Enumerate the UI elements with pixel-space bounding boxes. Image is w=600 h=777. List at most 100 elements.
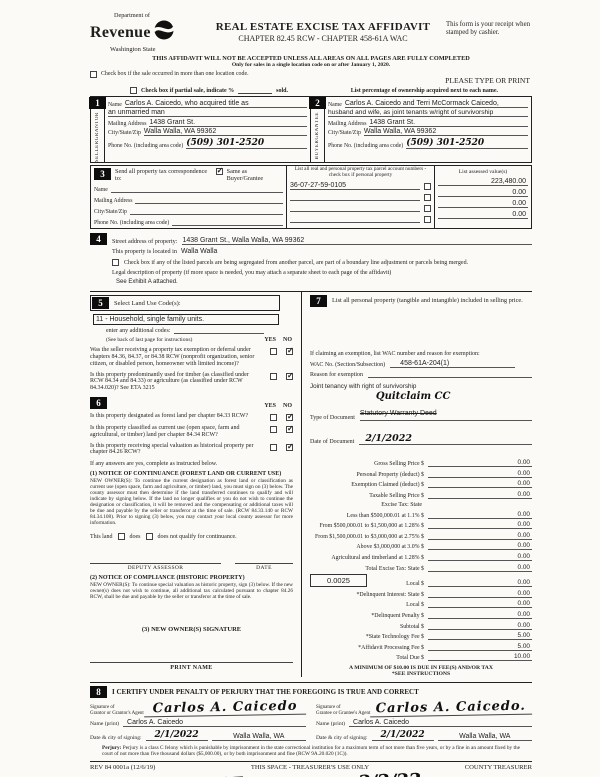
no-checkbox[interactable] — [286, 372, 294, 380]
yes-checkbox[interactable] — [270, 372, 277, 380]
buyer-phone-field[interactable]: (509) 301-2520 — [406, 138, 528, 149]
yes-checkbox[interactable] — [270, 426, 277, 433]
tax-row-value-field[interactable]: 0.00 — [428, 532, 532, 540]
tax-row-value-field[interactable]: 0.00 — [428, 491, 532, 499]
tax-row-value-field[interactable]: 0.00 — [428, 622, 532, 630]
additional-codes-field[interactable] — [174, 333, 265, 335]
assessed-value-field[interactable]: 0.00 — [438, 211, 528, 220]
wac-number-field[interactable]: 458-61A-204(1) — [390, 360, 516, 369]
located-in-field[interactable]: Walla Walla — [180, 248, 218, 256]
grantor-city-field[interactable]: Walla Walla, WA — [211, 733, 306, 742]
parcel-number-field[interactable] — [290, 221, 420, 223]
grantee-city-field[interactable]: Walla Walla, WA — [437, 733, 532, 742]
grantor-signature-field[interactable]: Carlos A. Caicedo — [143, 698, 307, 718]
partial-sale-percent-field[interactable] — [238, 93, 273, 94]
personal-property-checkbox[interactable] — [424, 204, 431, 212]
county-treasurer-label: COUNTY TREASURER — [464, 763, 532, 771]
parcel-number-field[interactable] — [290, 199, 420, 201]
no-checkbox[interactable] — [286, 443, 294, 451]
personal-property-checkbox[interactable] — [424, 182, 431, 190]
correspondence-row-field[interactable] — [135, 203, 283, 205]
parcel-number-field[interactable] — [290, 210, 420, 212]
no-checkbox[interactable] — [286, 413, 294, 421]
seller-name-field-line2[interactable]: an unmarried man — [108, 109, 307, 117]
tax-row-label: Gross Selling Price $ — [374, 461, 424, 468]
tax-row-value-field[interactable]: 0.00 — [428, 590, 532, 598]
seller-mailing-field[interactable]: 1438 Grant St. — [149, 119, 307, 127]
buyer-mailing-field[interactable]: 1438 Grant St. — [369, 119, 528, 127]
yes-checkbox[interactable] — [270, 414, 277, 421]
tax-row-value-field[interactable]: 0.00 — [428, 564, 532, 572]
street-address-field[interactable]: 1438 Grant St., Walla Walla, WA 99362 — [182, 237, 532, 246]
assessed-value-field[interactable]: 223,480.00 — [438, 178, 528, 187]
grantee-name-print-field[interactable]: Carlos A. Caicedo — [349, 719, 532, 728]
grantee-date-field[interactable]: 2/1/2022 — [371, 730, 434, 742]
correspondence-row: Phone No. (including area code) — [94, 215, 283, 227]
tax-row-value-field[interactable]: 0.00 — [428, 480, 532, 489]
grantee-date-city-label: Date & city of signing: — [316, 735, 368, 742]
type-of-document-field[interactable]: Quitclaim CC Statutory Warranty Deed — [359, 391, 532, 422]
assessor-date-line[interactable] — [235, 556, 293, 565]
assessed-value-rows: 223,480.00 0.00 0.00 0.00 — [438, 175, 528, 220]
buyer-mailing-label: Mailing Address — [328, 120, 367, 127]
print-name-line[interactable] — [90, 655, 293, 664]
no-checkbox[interactable] — [286, 425, 294, 433]
tax-row-value-field[interactable]: 5.00 — [428, 632, 532, 641]
legal-description-field[interactable]: See Exhibit A attached. — [116, 279, 178, 286]
partial-sale-label: Check box if partial sale, indicate % — [141, 88, 235, 94]
tax-row-value-field[interactable]: 5.00 — [428, 643, 532, 651]
tax-row-value-field[interactable]: 0.00 — [428, 600, 532, 609]
tax-row-value-field[interactable]: 0.00 — [428, 542, 532, 551]
land-use-code-field[interactable]: 11 - Household, single family units. — [93, 314, 279, 326]
date-of-document-field[interactable]: 2/1/2022 — [359, 433, 532, 446]
tax-row-value-field[interactable]: 0.00 — [428, 459, 532, 468]
tax-row-value-field[interactable]: 0.00 — [428, 521, 532, 530]
buyer-name-field-line2[interactable]: husband and wife, as joint tenants w/rig… — [328, 109, 528, 117]
seller-city-field[interactable]: Walla Walla, WA 99362 — [143, 128, 307, 136]
buyer-name-field[interactable]: Carlos A. Caicedo and Terri McCormack Ca… — [344, 100, 528, 108]
land-does-checkbox[interactable] — [117, 533, 125, 541]
exemption-note: If claiming an exemption, list WAC numbe… — [310, 351, 480, 358]
tax-row-value-field[interactable]: 0.00 — [428, 579, 532, 588]
correspondence-row-label: Mailing Address — [94, 198, 133, 205]
personal-property-checkbox[interactable] — [424, 193, 431, 201]
segregated-parcels-checkbox[interactable] — [112, 259, 119, 267]
buyer-city-field[interactable]: Walla Walla, WA 99362 — [363, 128, 528, 136]
section-divider — [90, 291, 532, 293]
correspondence-row-field[interactable] — [172, 225, 283, 227]
personal-property-title: List all personal property (tangible and… — [332, 297, 523, 305]
tax-row-value-field[interactable]: 10.00 — [428, 653, 532, 662]
tax-row-value-field[interactable]: 0.00 — [428, 611, 532, 619]
same-as-buyer-checkbox[interactable] — [215, 167, 223, 176]
section-2-badge: 2 — [309, 97, 326, 109]
grantee-signature-field[interactable]: Carlos A. Caicedo. — [370, 698, 533, 718]
partial-sale-checkbox[interactable] — [130, 87, 137, 94]
grantee-name-print-label: Name (print) — [316, 721, 346, 728]
correspondence-row-field[interactable] — [110, 192, 283, 194]
multi-location-checkbox[interactable] — [90, 71, 97, 78]
tax-row: *State Technology Fee $ 5.00 — [310, 632, 532, 641]
tax-row-value-field[interactable]: 0.00 — [428, 511, 532, 519]
yes-checkbox[interactable] — [270, 443, 277, 451]
yes-checkbox[interactable] — [270, 348, 277, 356]
assessed-value-field[interactable]: 0.00 — [438, 200, 528, 209]
tax-row-value-field[interactable]: 0.00 — [428, 553, 532, 561]
no-checkbox[interactable] — [286, 347, 294, 356]
reason-exemption-field[interactable] — [368, 377, 532, 379]
correspondence-row-field[interactable] — [129, 214, 283, 216]
grantor-date-field[interactable]: 2/1/2022 — [145, 730, 208, 742]
parcel-number-field[interactable]: 36-07-27-59-0105 — [290, 182, 420, 190]
tax-row: Taxable Selling Price $ 0.00 — [310, 491, 532, 499]
date-label: DATE — [256, 565, 272, 572]
assessed-value-field[interactable]: 0.00 — [438, 189, 528, 198]
yes-header: YES — [264, 337, 276, 344]
grantor-name-print-field[interactable]: Carlos A. Caicedo — [123, 719, 306, 728]
tax-row-value-field[interactable]: 0.00 — [428, 470, 532, 478]
deputy-assessor-label: DEPUTY ASSESSOR — [127, 565, 184, 572]
personal-property-checkbox[interactable] — [424, 215, 431, 223]
seller-phone-field[interactable]: (509) 301-2520 — [186, 138, 307, 149]
personal-property-blank-area[interactable] — [310, 307, 532, 351]
seller-name-field[interactable]: Carlos A. Caicedo, who acquired title as — [124, 100, 307, 108]
land-does-not-checkbox[interactable] — [145, 533, 153, 541]
deputy-assessor-signature-line[interactable] — [90, 556, 221, 565]
